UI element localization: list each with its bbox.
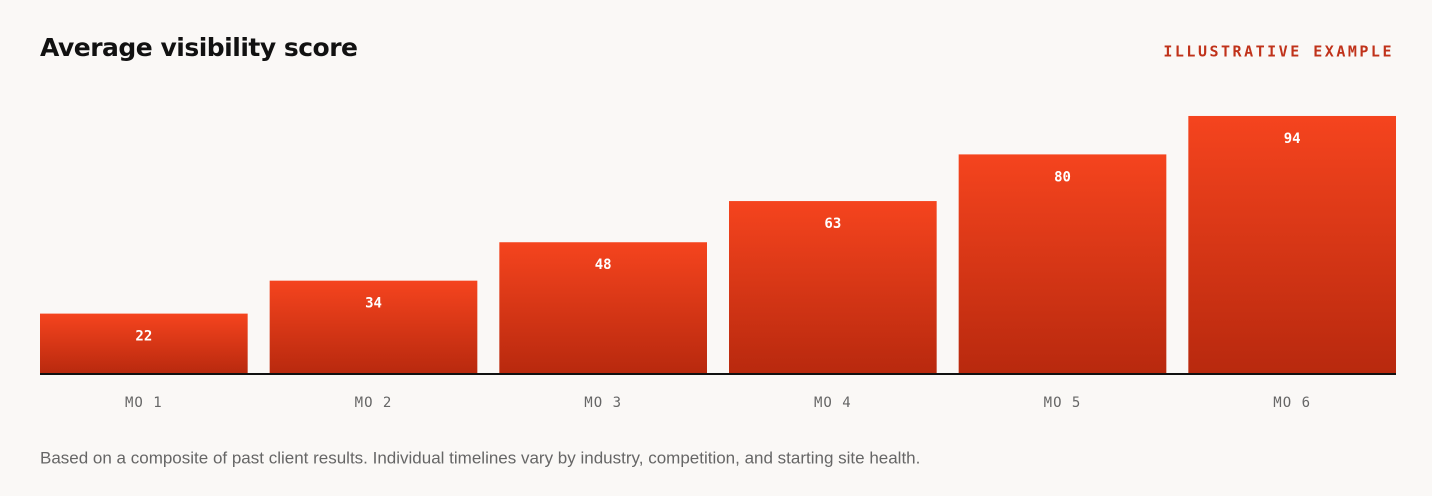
chart-title: Average visibility score bbox=[40, 33, 358, 62]
value-label: 48 bbox=[595, 257, 612, 273]
x-tick-label: MO 5 bbox=[1044, 395, 1082, 411]
value-label: 80 bbox=[1054, 169, 1071, 185]
badge: ILLUSTRATIVE EXAMPLE bbox=[1163, 43, 1394, 61]
bar bbox=[1188, 115, 1396, 374]
value-label: 22 bbox=[135, 329, 152, 345]
bar bbox=[499, 242, 707, 374]
footnote: Based on a composite of past client resu… bbox=[40, 448, 920, 467]
bar bbox=[269, 280, 478, 374]
value-label: 34 bbox=[365, 296, 382, 312]
value-label: 63 bbox=[824, 216, 841, 232]
x-tick-label: MO 6 bbox=[1273, 395, 1311, 411]
x-tick-label: MO 2 bbox=[355, 395, 393, 411]
bar bbox=[40, 313, 248, 374]
bar bbox=[958, 154, 1167, 374]
x-tick-label: MO 4 bbox=[814, 395, 852, 411]
bar bbox=[729, 201, 937, 374]
value-label: 94 bbox=[1284, 131, 1301, 147]
x-tick-label: MO 1 bbox=[125, 395, 163, 411]
x-tick-label: MO 3 bbox=[584, 395, 622, 411]
